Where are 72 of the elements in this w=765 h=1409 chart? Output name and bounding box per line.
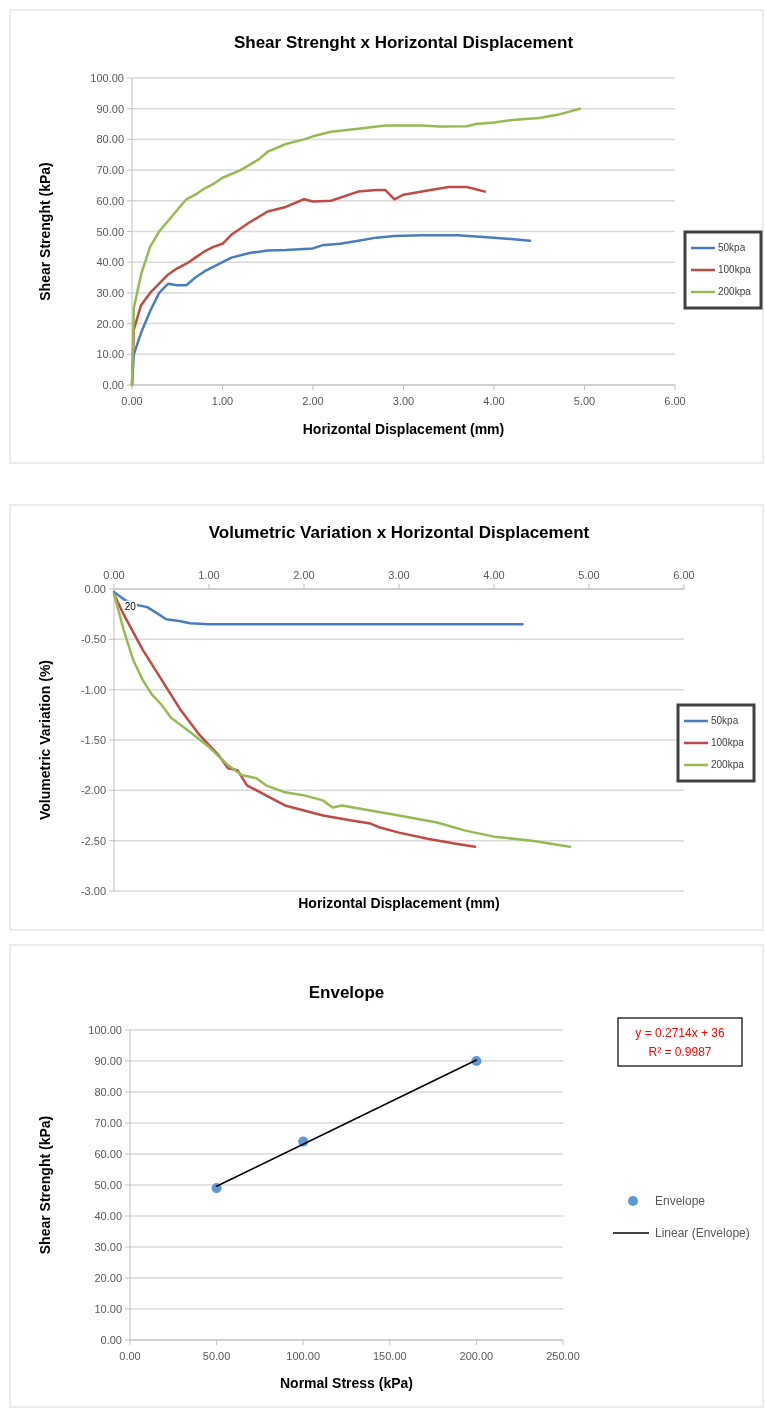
text: y = 0.2714x + 36 [635,1026,726,1040]
y-tick-label: 60.00 [96,194,124,207]
x-tick-label: 1.00 [211,395,234,407]
x-tick-label: 50.00 [202,1350,231,1362]
y-tick-label: 80.00 [94,1086,122,1098]
x-axis-title: Normal Stress (kPa) [279,1375,414,1391]
y-tick-label: 100.00 [90,72,124,84]
y-tick-label: -1.00 [80,683,106,696]
y-tick-label: -2.50 [80,834,106,847]
y-tick-label: 10.00 [94,1303,122,1315]
y-tick-label: -2.00 [80,784,106,797]
y-tick-label: 70.00 [96,164,124,177]
y-tick-label: 20.00 [96,317,124,330]
y-tick-label: 0.00 [84,583,106,595]
y-axis-title: Shear Strenght (kPa) [37,1115,53,1255]
x-tick-label: 1.00 [198,569,220,581]
legend-label: Envelope [655,1194,706,1208]
line-series [112,592,572,848]
legend-label: 50kpa [711,715,739,726]
y-tick-label: 10.00 [96,348,124,361]
chart-title: Shear Strenght x Horizontal Displacement [233,33,574,52]
x-tick-label: 3.00 [392,395,415,407]
y-tick-label: 20.00 [94,1272,122,1284]
x-tick-label: 5.00 [573,395,596,407]
y-tick-label: 0.00 [100,1334,122,1346]
text: R² = 0.9987 [648,1045,712,1059]
x-tick-label: 4.00 [483,569,505,581]
line-series [130,107,582,387]
x-tick-label: 5.00 [578,569,600,581]
y-tick-label: 50.00 [94,1179,122,1191]
y-axis-title: Shear Strenght (kPa) [37,162,53,301]
chart-title: Envelope [308,983,385,1002]
legend-label: 100kpa [711,737,745,748]
x-tick-label: 100.00 [286,1350,321,1362]
y-tick-label: -1.50 [80,734,106,746]
x-tick-label: 150.00 [372,1350,407,1362]
x-tick-label: 3.00 [388,569,410,581]
x-tick-label: 0.00 [121,395,143,407]
y-tick-label: 40.00 [94,1210,122,1222]
y-tick-label: 90.00 [94,1055,122,1067]
line-series [112,590,524,626]
x-tick-label: 2.00 [302,395,324,407]
x-axis-title: Horizontal Displacement (mm) [298,895,500,911]
y-tick-label: 50.00 [96,225,124,238]
legend-label: 200kpa [718,286,752,297]
x-axis-title: Horizontal Displacement (mm) [302,421,505,437]
x-tick-label: 200.00 [459,1350,494,1362]
y-tick-label: 0.00 [102,379,124,391]
y-tick-label: 30.00 [94,1241,122,1253]
x-tick-label: 2.00 [293,569,315,581]
y-tick-label: -3.00 [80,885,106,897]
x-tick-label: 250.00 [546,1350,580,1362]
x-tick-label: 4.00 [483,395,505,407]
y-axis-title: Volumetric Variation (%) [37,660,53,820]
legend-label: Linear (Envelope) [655,1226,750,1240]
x-tick-label: 0.00 [119,1350,141,1362]
y-tick-label: 40.00 [96,256,124,269]
x-tick-label: 6.00 [664,395,686,407]
legend-label: 200kpa [711,759,745,770]
annotation: 20 [124,601,137,613]
legend-label: 100kpa [718,264,752,275]
legend-label: 50kpa [718,242,746,253]
y-tick-label: 70.00 [94,1117,122,1129]
y-tick-label: -0.50 [80,633,106,646]
y-tick-label: 80.00 [96,133,124,146]
y-tick-label: 60.00 [94,1148,122,1160]
y-tick-label: 90.00 [96,102,124,115]
chart-title: Volumetric Variation x Horizontal Displacement [208,523,590,542]
y-tick-label: 100.00 [88,1024,122,1036]
line-series [112,592,477,848]
y-tick-label: 30.00 [96,286,124,299]
x-tick-label: 6.00 [673,569,695,581]
